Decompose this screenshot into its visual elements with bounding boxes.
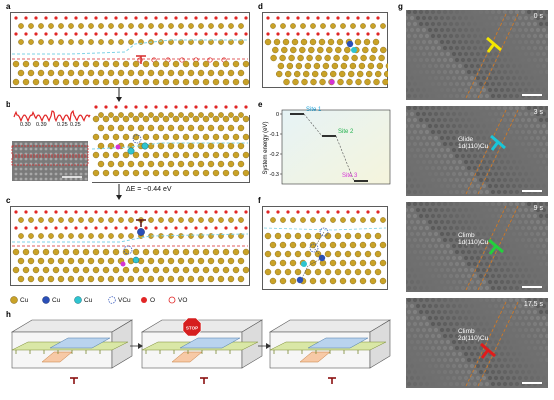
y-tick-label: -0.3 [270,172,279,178]
panel-letter-c: c [6,196,11,205]
tem-frame-1: 0 s [406,10,548,100]
panel-b-atomic-model [10,103,250,183]
scale-bar [522,190,542,192]
schematic-box-2 [140,319,264,384]
scale-bar [522,286,542,288]
site-label-2: Site 2 [338,129,354,135]
legend-cu-cyan: Cu [74,296,92,304]
cu-lattice-f [264,232,387,285]
oxide-lattice-d [266,16,386,36]
dislocation-symbol-a [136,55,146,64]
panel-h-schematic: STOP [10,318,392,384]
dislocation-marker [480,342,496,359]
legend-oxygen: O [140,296,155,304]
panel-d-atomic-model [262,12,388,88]
cu-lattice-c [12,248,250,283]
cu-lattice-a [12,60,250,86]
tem-time-label: 0 s [533,13,543,20]
tem-motion-label: Climb 2d(110)Cu [458,328,489,342]
panel-letter-b: b [6,100,11,109]
legend-cu-blue: Cu [42,296,60,304]
site-label-1: Site 1 [306,107,322,113]
y-tick-label: -0.1 [270,132,279,138]
legend-cu-gold: Cu [10,296,28,304]
oxide-lattice-b [94,105,248,118]
stop-sign-icon: STOP [182,318,202,337]
tem-time-label: 9 s [533,205,543,212]
chart-series: Site 1 Site 2 Site 3 [290,107,368,182]
legend-o-vacancy: VO [168,296,187,304]
intensity-profile-line [13,109,91,123]
cu-blue-atom-c [137,228,145,236]
dislocation-marker [488,238,504,255]
tem-time-label: 17.5 s [523,301,543,308]
tem-inset-b [11,141,89,181]
dislocation-marker [490,134,506,151]
peak-value-3: 0.25 [57,122,68,128]
site-3-marker-d [329,79,335,85]
oxide-lattice-f [266,210,386,223]
tem-time-label: 3 s [533,109,543,116]
panel-f-atomic-model [262,206,388,290]
schematic-box-3 [268,319,392,384]
chart-plot-area [281,109,391,185]
schematic-box-1 [10,319,134,384]
tem-frame-2: 3 s Glide 1d(110)Cu [406,106,548,196]
panel-letter-f: f [258,196,261,205]
arrow-b-to-c [116,184,122,200]
tem-motion-label: Climb 1d(110)Cu [458,232,489,246]
scale-bar [522,382,542,384]
panel-e-energy-chart: 0 -0.1 -0.2 -0.3 Site 1 Site 2 Site 3 System … [263,107,391,185]
peak-value-4: 0.25 [70,122,81,128]
tem-motion-label: Glide 1d(110)Cu [458,136,489,150]
site-label-3: Site 3 [342,173,358,179]
energy-delta-label: ΔE = −0.44 eV [126,186,172,193]
dislocation-marker [486,36,502,53]
y-tick-label: -0.2 [270,152,279,158]
tem-frame-3: 9 s Climb 1d(110)Cu [406,202,548,292]
panel-letter-g: g [398,2,403,11]
legend-cu-vacancy: VCu [108,296,131,304]
panel-letter-h: h [6,310,11,319]
panel-letter-d: d [258,2,263,11]
cu-lattice-b [92,115,250,177]
panel-c-atomic-model [10,206,250,286]
panel-a-atomic-model [10,12,250,88]
oxide-lattice-a [14,16,248,63]
svg-text:STOP: STOP [186,326,198,331]
panel-letter-a: a [6,2,11,11]
cu-vacancy-b [132,134,142,144]
arrow-a-to-b [116,88,122,102]
panel-letter-e: e [258,100,263,109]
chart-y-axis-label: System energy (eV) [263,121,269,174]
peak-value-2: 0.39 [36,122,47,128]
cu-cyan-atom-b [127,147,135,155]
magenta-site-b [115,144,121,150]
y-tick-label: 0 [276,112,279,118]
scale-bar [522,94,542,96]
chart-y-ticks: 0 -0.1 -0.2 -0.3 [270,112,282,178]
tem-frame-4: 17.5 s Climb 2d(110)Cu [406,298,548,388]
peak-value-1: 0.30 [20,122,31,128]
oxide-lattice-c [14,210,248,239]
